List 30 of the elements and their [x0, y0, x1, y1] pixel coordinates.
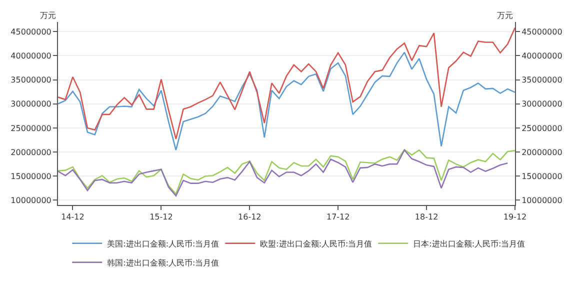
y-tick-label: 10000000 [10, 196, 52, 205]
y2-tick-label: 30000000 [522, 100, 562, 109]
y2-tick-label: 25000000 [522, 124, 562, 133]
x-tick-label: 17-12 [326, 212, 350, 222]
y-axis-title: 万元 [40, 11, 56, 20]
y-tick-label: 40000000 [10, 52, 52, 61]
y-tick-label: 25000000 [10, 124, 52, 133]
y-tick-label: 35000000 [10, 76, 52, 85]
y2-tick-label: 20000000 [522, 148, 562, 157]
legend-label: 日本:进出口金额:人民币:当月值 [413, 239, 526, 248]
x-tick-label: 16-12 [238, 212, 262, 222]
x-tick-label: 14-12 [61, 212, 84, 222]
legend-label: 美国:进出口金额:人民币:当月值 [107, 239, 220, 248]
legend-label: 韩国:进出口金额:人民币:当月值 [107, 258, 220, 268]
y-tick-label: 20000000 [10, 148, 52, 157]
line-series [58, 27, 515, 140]
x-tick-label: 15-12 [150, 212, 173, 222]
legend-label: 欧盟:进出口金额:人民币:当月值 [260, 239, 372, 248]
x-tick-label: 18-12 [414, 212, 438, 222]
y-tick-label: 15000000 [10, 172, 52, 181]
line-series [58, 52, 515, 151]
y2-tick-label: 35000000 [522, 76, 562, 85]
y2-axis-title: 万元 [497, 11, 513, 20]
y2-tick-label: 10000000 [522, 196, 562, 205]
y2-tick-label: 40000000 [522, 52, 562, 61]
y2-tick-label: 45000000 [522, 27, 562, 36]
y-tick-label: 30000000 [10, 100, 52, 109]
y2-tick-label: 15000000 [522, 172, 562, 181]
x-tick-label: 19-12 [503, 212, 527, 222]
y-tick-label: 45000000 [10, 27, 52, 36]
